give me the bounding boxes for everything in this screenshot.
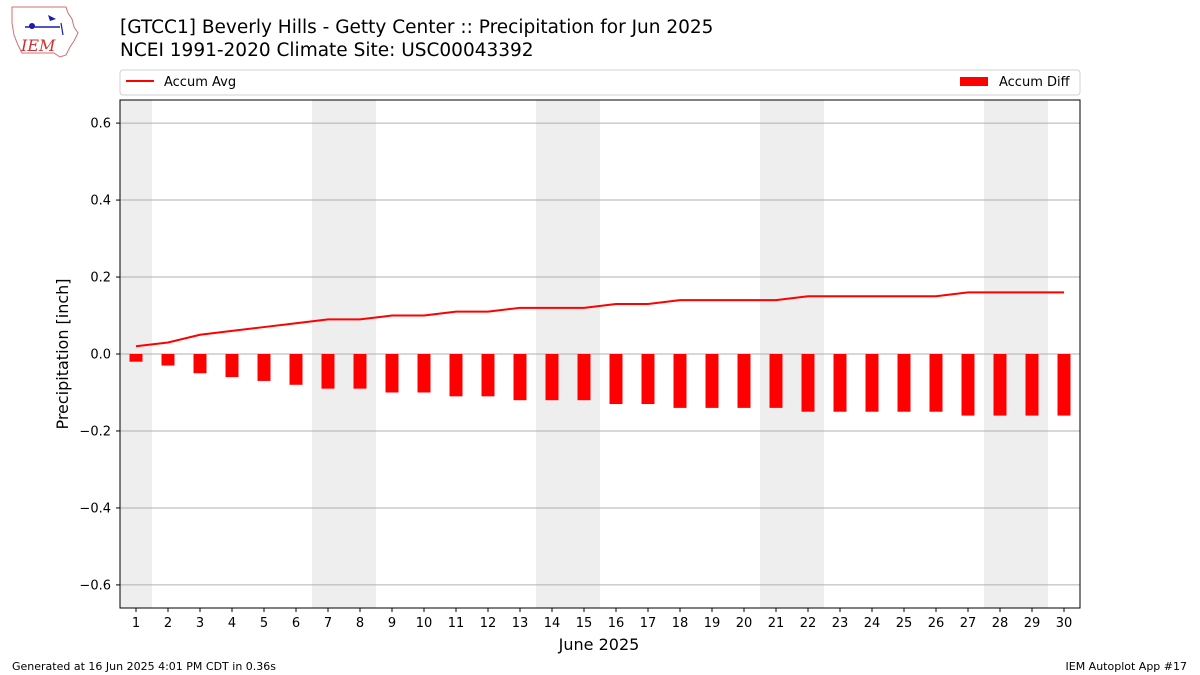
accum-diff-bars: [129, 354, 1071, 416]
x-tick-label: 3: [196, 616, 204, 631]
x-tick-label: 16: [608, 616, 625, 631]
weekend-shading: [120, 100, 1048, 608]
x-tick-label: 4: [228, 616, 236, 631]
bar-accum-diff-day-3: [193, 354, 207, 374]
bar-accum-diff-day-24: [865, 354, 879, 412]
bar-accum-diff-day-21: [769, 354, 783, 408]
y-axis-label: Precipitation [inch]: [53, 278, 72, 429]
bar-accum-diff-day-23: [833, 354, 847, 412]
legend-swatch-accum-diff: [960, 77, 988, 86]
bar-accum-diff-day-2: [161, 354, 175, 366]
y-tick-label: −0.6: [79, 578, 111, 593]
bar-accum-diff-day-30: [1057, 354, 1071, 416]
bar-accum-diff-day-18: [673, 354, 687, 408]
x-tick-label: 2: [164, 616, 172, 631]
x-tick-label: 12: [480, 616, 497, 631]
x-tick-label: 22: [800, 616, 817, 631]
y-tick-label: −0.4: [79, 501, 111, 516]
x-tick-label: 28: [992, 616, 1009, 631]
bar-accum-diff-day-19: [705, 354, 719, 408]
x-tick-label: 7: [324, 616, 332, 631]
legend: Accum Avg Accum Diff: [119, 69, 1081, 96]
app-credit: IEM Autoplot App #17: [1065, 660, 1188, 673]
bar-accum-diff-day-16: [609, 354, 623, 405]
bar-accum-diff-day-17: [641, 354, 655, 405]
bar-accum-diff-day-1: [129, 354, 143, 362]
bar-accum-diff-day-27: [961, 354, 975, 416]
bar-accum-diff-day-14: [545, 354, 559, 401]
bar-accum-diff-day-25: [897, 354, 911, 412]
svg-text:IEM: IEM: [20, 36, 56, 55]
x-tick-label: 29: [1024, 616, 1041, 631]
bar-accum-diff-day-28: [993, 354, 1007, 416]
bar-accum-diff-day-10: [417, 354, 431, 393]
bar-accum-diff-day-5: [257, 354, 271, 381]
bar-accum-diff-day-9: [385, 354, 399, 393]
x-tick-label: 13: [512, 616, 529, 631]
y-tick-label: 0.2: [90, 271, 111, 286]
y-tick-label: −0.2: [79, 424, 111, 439]
bar-accum-diff-day-29: [1025, 354, 1039, 416]
x-tick-label: 11: [448, 616, 465, 631]
x-tick-label: 1: [132, 616, 140, 631]
bar-accum-diff-day-12: [481, 354, 495, 397]
x-tick-label: 9: [388, 616, 396, 631]
bar-accum-diff-day-20: [737, 354, 751, 408]
chart-title: [GTCC1] Beverly Hills - Getty Center :: …: [120, 17, 714, 38]
bar-accum-diff-day-22: [801, 354, 815, 412]
y-tick-label: 0.0: [90, 348, 111, 363]
bar-accum-diff-day-15: [577, 354, 591, 401]
bar-accum-diff-day-26: [929, 354, 943, 412]
x-tick-label: 15: [576, 616, 593, 631]
x-tick-label: 18: [672, 616, 689, 631]
iem-logo: IEM: [11, 6, 79, 58]
x-tick-label: 27: [960, 616, 977, 631]
x-tick-label: 25: [896, 616, 913, 631]
x-tick-label: 5: [260, 616, 268, 631]
bar-accum-diff-day-4: [225, 354, 239, 378]
bar-accum-diff-day-8: [353, 354, 367, 389]
accum-avg-line: [135, 291, 1064, 348]
legend-label-accum-diff: Accum Diff: [999, 75, 1071, 90]
x-tick-label: 6: [292, 616, 300, 631]
x-tick-label: 21: [768, 616, 785, 631]
x-axis-label: June 2025: [558, 635, 640, 654]
y-axis-ticks: −0.6 −0.4 −0.2 0.0 0.2 0.4 0.6: [79, 117, 120, 593]
bar-accum-diff-day-7: [321, 354, 335, 389]
bar-accum-diff-day-11: [449, 354, 463, 397]
bar-accum-diff-day-6: [289, 354, 303, 385]
y-gridlines: [120, 122, 1080, 586]
legend-label-accum-avg: Accum Avg: [164, 75, 236, 90]
x-axis-ticks: 1 2 3 4 5 6 7 8 9 10 11 12 13 14 15 16 17 18 19 20 21 22 23 24 2…: [132, 608, 1072, 631]
x-tick-label: 19: [704, 616, 721, 631]
bar-accum-diff-day-13: [513, 354, 527, 401]
x-tick-label: 26: [928, 616, 945, 631]
x-tick-label: 20: [736, 616, 753, 631]
x-tick-label: 8: [356, 616, 364, 631]
y-tick-label: 0.4: [90, 194, 111, 209]
x-tick-label: 10: [416, 616, 433, 631]
x-tick-label: 14: [544, 616, 561, 631]
y-tick-label: 0.6: [90, 117, 111, 132]
x-tick-label: 17: [640, 616, 657, 631]
generated-timestamp: Generated at 16 Jun 2025 4:01 PM CDT in …: [12, 660, 277, 673]
legend-frame: [119, 69, 1081, 96]
chart-subtitle: NCEI 1991-2020 Climate Site: USC00043392: [120, 40, 534, 61]
x-tick-label: 24: [864, 616, 881, 631]
x-tick-label: 30: [1056, 616, 1073, 631]
x-tick-label: 23: [832, 616, 849, 631]
